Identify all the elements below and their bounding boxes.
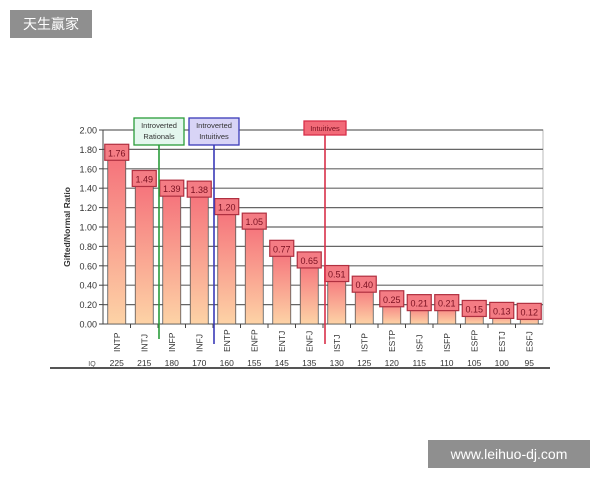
x-tick-label: ENFJ [304,331,314,352]
data-label-box [406,294,432,312]
annotation-text: Introverted [141,121,177,130]
data-label-box [104,143,130,161]
bar-infp [162,188,182,325]
iq-value: 125 [357,358,371,368]
iq-value: 135 [302,358,316,368]
data-label-box [296,251,322,269]
y-tick-label: 0.00 [79,320,97,330]
x-tick-label: ENTJ [277,331,287,352]
y-tick-label: 1.80 [79,145,97,155]
iq-value: 120 [385,358,399,368]
data-label: 1.39 [163,184,181,194]
iq-value: 170 [192,358,206,368]
x-tick-label: ENTP [222,329,232,352]
x-tick-label: ESFP [469,329,479,352]
x-tick-label: INTJ [139,334,149,352]
annotation-box [303,120,347,136]
watermark-bottom-right: www.leihuo-dj.com [428,440,590,468]
y-axis-label: Gifted/Normal Ratio [62,187,72,267]
y-tick-label: 1.60 [79,164,97,174]
iq-value: 180 [165,358,179,368]
bar-enfj [299,260,319,325]
iq-value: 215 [137,358,151,368]
x-tick-label: ISTJ [332,335,342,352]
data-label: 0.40 [355,280,373,290]
data-label-box [379,290,405,308]
x-tick-label: INTP [112,332,122,352]
bar-intj [134,179,154,325]
iq-value: 155 [247,358,261,368]
iq-value: 105 [467,358,481,368]
data-label-box [351,275,377,293]
iq-value: 100 [495,358,509,368]
x-tick-label: ESTP [387,329,397,352]
data-label-box [186,180,212,198]
annotation-text: Introverted [196,121,232,130]
x-tick-label: ESFJ [524,331,534,352]
annotation-text: Intuitives [310,124,340,133]
iq-value: 145 [275,358,289,368]
iq-value: 225 [110,358,124,368]
iq-value: 160 [220,358,234,368]
annotation-box [188,117,240,146]
annotation-text: Rationals [143,132,175,141]
y-tick-label: 1.40 [79,184,97,194]
annotation-box [133,117,185,146]
y-tick-label: 0.40 [79,281,97,291]
x-tick-label: ISFJ [414,335,424,352]
y-tick-label: 1.20 [79,203,97,213]
annotation-text: Intuitives [199,132,229,141]
data-label: 0.51 [328,270,346,280]
data-label-box [516,302,542,320]
watermark-top-left: 天生赢家 [10,10,92,38]
x-tick-label: INFP [167,332,177,352]
iq-value: 130 [330,358,344,368]
iq-value: 95 [525,358,535,368]
x-tick-label: ESTJ [497,331,507,352]
y-tick-label: 0.20 [79,300,97,310]
data-label: 0.21 [438,299,456,309]
data-label: 1.76 [108,148,126,158]
x-tick-label: ENFP [249,329,259,352]
bar-infj [189,189,209,325]
data-label-box [489,301,515,319]
data-label: 0.13 [493,306,511,316]
bar-entj [272,248,292,325]
iq-label: IQ [88,361,96,368]
data-label: 0.25 [383,295,401,305]
data-label: 1.38 [190,185,208,195]
x-tick-label: ISTP [359,333,369,352]
x-tick-label: ISFP [442,333,452,352]
iq-value: 110 [440,358,454,368]
data-label: 1.49 [135,174,153,184]
bar-enfp [244,221,264,325]
data-label: 0.21 [410,299,428,309]
x-tick-label: INFJ [194,334,204,352]
data-label: 1.20 [218,203,236,213]
data-label: 0.65 [300,256,318,266]
data-label-box [269,239,295,257]
iq-value: 115 [412,358,426,368]
y-tick-label: 2.00 [79,126,97,136]
y-tick-label: 0.80 [79,242,97,252]
bar-intp [107,152,127,325]
y-tick-label: 0.60 [79,261,97,271]
data-label: 0.12 [520,307,538,317]
data-label: 0.15 [465,304,483,314]
data-label-box [434,294,460,312]
data-label-box [461,299,487,318]
data-label-box [241,212,267,230]
bar-entp [217,207,237,325]
data-label: 1.05 [245,217,263,227]
data-label: 0.77 [273,244,291,254]
data-label-box [131,169,157,188]
y-tick-label: 1.00 [79,223,97,233]
